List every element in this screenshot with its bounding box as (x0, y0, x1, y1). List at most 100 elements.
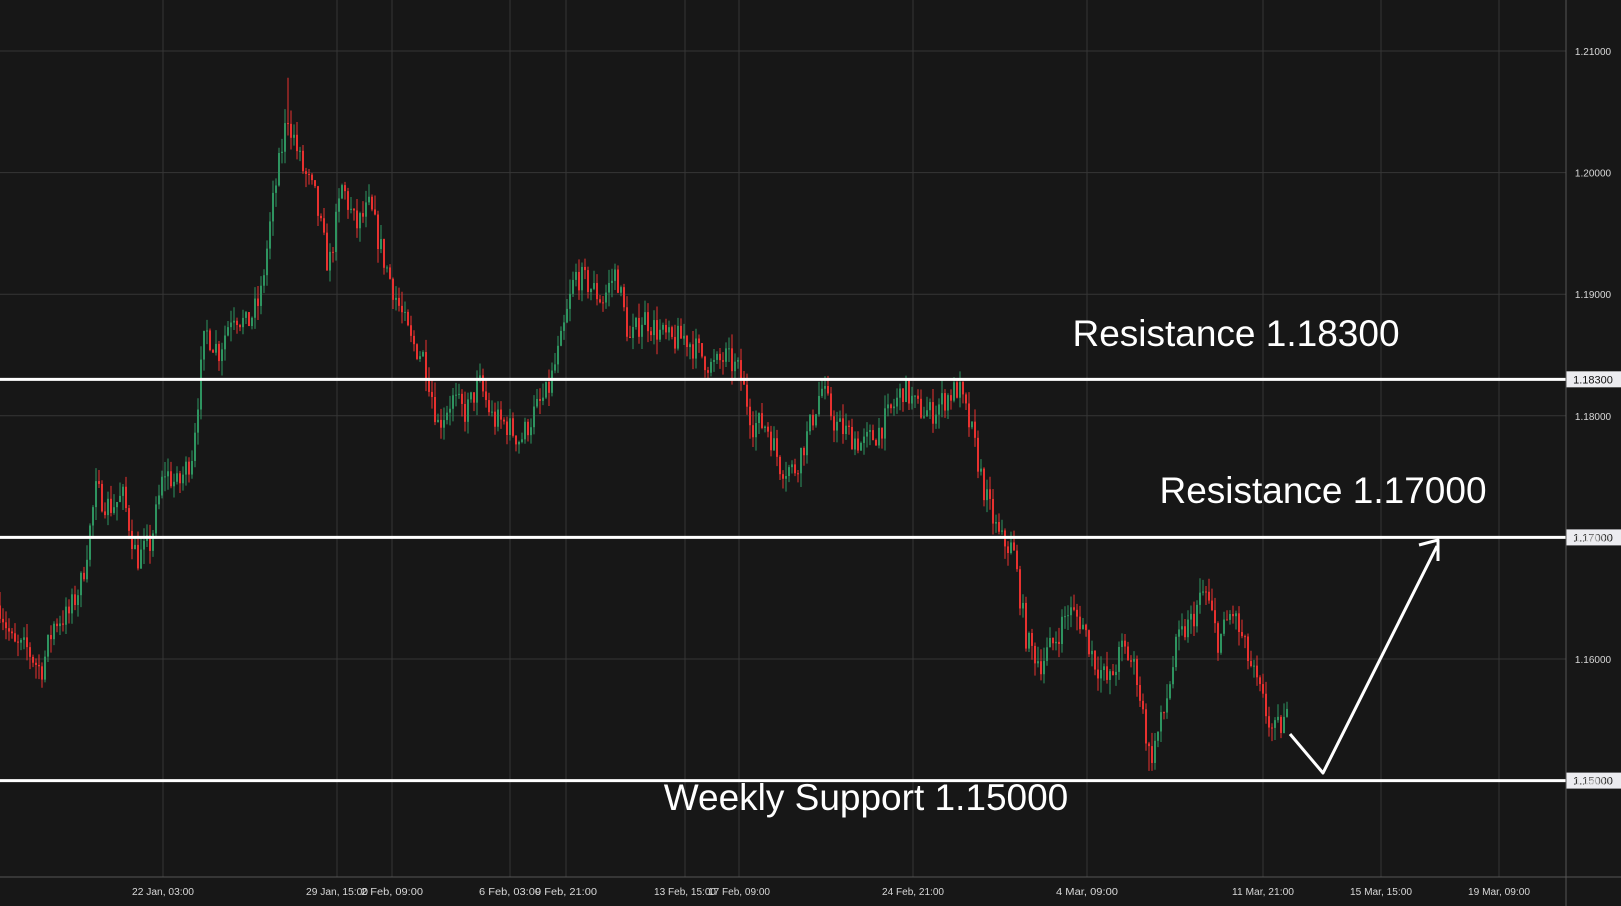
candle-body (866, 431, 868, 437)
candle (161, 470, 163, 499)
candle (857, 431, 859, 454)
candle (749, 398, 751, 439)
candle (494, 402, 496, 435)
candle-body (425, 352, 427, 379)
candle-body (806, 431, 808, 456)
candle-body (308, 173, 310, 175)
candle (437, 413, 439, 423)
candle (461, 389, 463, 417)
candle-body (725, 348, 727, 362)
candle-body (869, 430, 871, 432)
candle (1265, 681, 1267, 724)
x-tick-label: 11 Mar, 21:00 (1232, 887, 1294, 898)
candle-body (134, 544, 136, 550)
candle-body (386, 267, 388, 269)
candle-body (113, 507, 115, 513)
candle (758, 412, 760, 435)
candle-body (623, 287, 625, 308)
candle-body (1064, 616, 1066, 618)
candle-body (1139, 685, 1141, 701)
candle-body (758, 413, 760, 424)
candle-body (278, 152, 280, 186)
candle-body (305, 171, 307, 174)
candle (1232, 605, 1234, 624)
candle-body (794, 464, 796, 474)
candle (737, 357, 739, 369)
candle-body (737, 360, 739, 362)
price-axis[interactable]: 1.21000 1.20000 1.19000 1.18000 1.17000 1.160… (1565, 0, 1612, 906)
time-axis[interactable]: 22 Jan, 03:00 29 Jan, 15:002 Feb, 09:00 6 … (0, 876, 1621, 898)
candle-body (1178, 629, 1180, 637)
x-tick-label: 24 Feb, 21:00 (882, 887, 944, 898)
candle (107, 491, 109, 526)
candle (566, 298, 568, 324)
candle (416, 343, 418, 361)
candle (815, 413, 817, 428)
candle-body (302, 150, 304, 172)
candle (608, 269, 610, 307)
candle (1058, 627, 1060, 658)
candle (314, 180, 316, 189)
candle (605, 284, 607, 309)
candle (1277, 704, 1279, 723)
candle-body (56, 623, 58, 627)
candle-body (845, 425, 847, 435)
candle-body (1007, 546, 1009, 554)
candle (365, 190, 367, 228)
candle-body (395, 297, 397, 300)
candle (386, 265, 388, 273)
candle-body (500, 409, 502, 420)
x-tick-label: 29 Jan, 15:00 (306, 887, 368, 898)
candle-body (989, 489, 991, 499)
candle (371, 194, 373, 212)
candle-body (1118, 646, 1120, 672)
candle-body (599, 299, 601, 303)
candle (1127, 641, 1129, 661)
candle (155, 496, 157, 539)
level-label: Weekly Support 1.15000 (664, 777, 1069, 818)
candle-body (224, 335, 226, 350)
candle (1244, 634, 1246, 649)
candle (257, 286, 259, 321)
candle-body (221, 349, 223, 362)
candle-body (665, 324, 667, 333)
candle-body (11, 631, 13, 634)
candle (851, 418, 853, 450)
candle-body (929, 402, 931, 411)
candle (650, 327, 652, 342)
candle-body (35, 662, 37, 665)
candle-body (77, 595, 79, 606)
candle-body (731, 348, 733, 372)
grid (0, 0, 1566, 877)
candle-body (353, 208, 355, 211)
candle-body (983, 468, 985, 501)
candle-body (533, 406, 535, 428)
candle (395, 286, 397, 311)
candle-body (596, 283, 598, 300)
candle-body (377, 214, 379, 250)
candle-body (338, 198, 340, 212)
candle-body (782, 474, 784, 479)
candle (1055, 631, 1057, 651)
candle (971, 421, 973, 430)
candle (392, 277, 394, 310)
candle-body (287, 123, 289, 125)
candle-body (686, 335, 688, 348)
candles (0, 77, 1288, 771)
candle-body (101, 483, 103, 512)
candle-body (551, 370, 553, 393)
candle-body (368, 196, 370, 203)
candle (683, 323, 685, 345)
candle-body (740, 360, 742, 380)
candle (812, 409, 814, 431)
candle-body (776, 438, 778, 457)
candle-body (1148, 743, 1150, 747)
candle (221, 342, 223, 376)
candle-body (593, 283, 595, 289)
candle (809, 413, 811, 435)
candle (1097, 656, 1099, 691)
candle (1082, 618, 1084, 630)
candle (752, 411, 754, 447)
